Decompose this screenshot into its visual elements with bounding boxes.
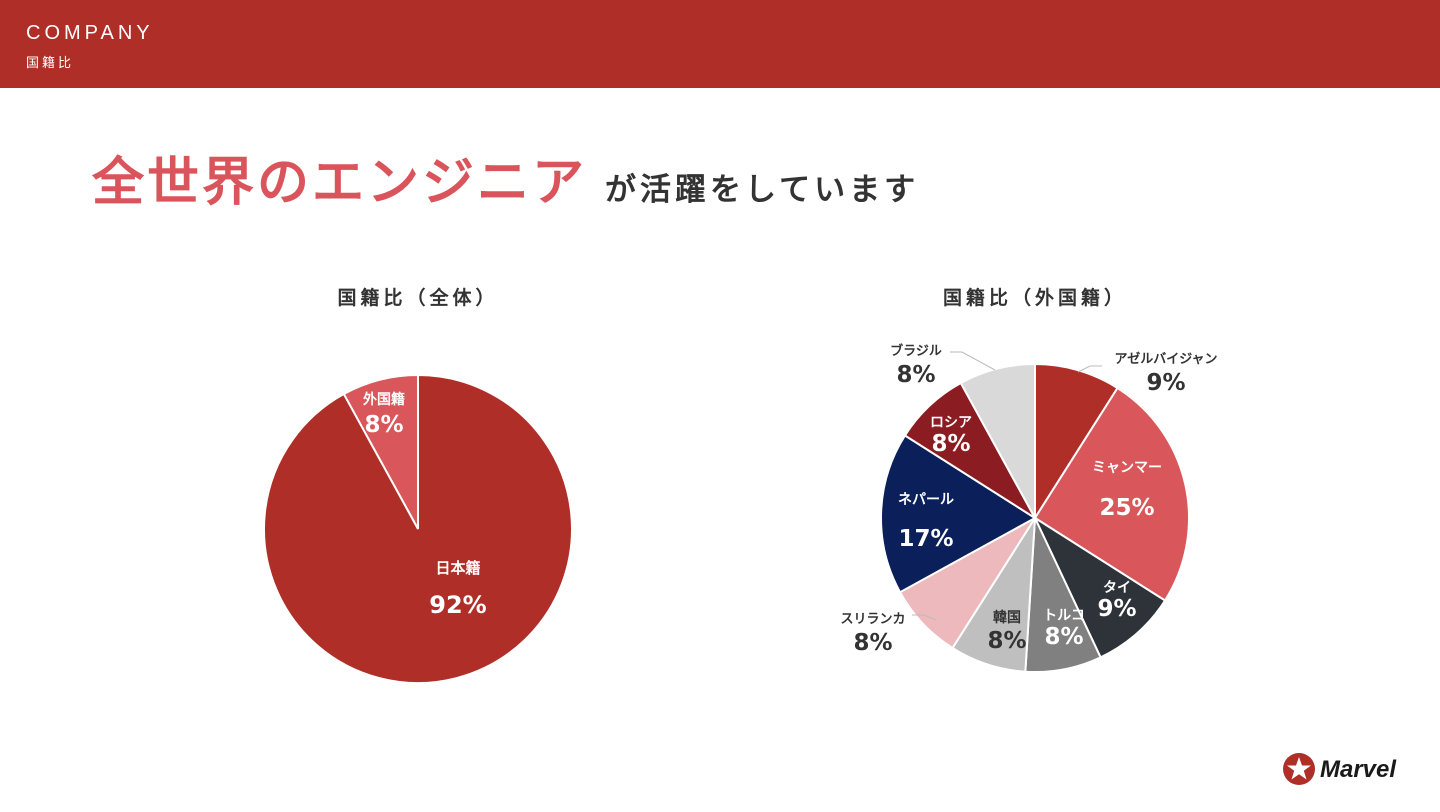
foreign-leader-line-5 (912, 614, 937, 621)
headline-rest: が活躍をしています (605, 172, 920, 208)
chart-title-foreign: 国籍比（外国籍） (942, 287, 1127, 309)
header-bar: COMPANY 国籍比 (0, 0, 1440, 88)
overall-label-1: 日本籍 (435, 559, 480, 577)
foreign-slice-1 (1033, 386, 1190, 602)
foreign-slice-8 (959, 362, 1036, 519)
chart-title-overall: 国籍比（全体） (337, 287, 499, 309)
foreign-slice-6 (880, 434, 1037, 594)
foreign-label-8: ブラジル (890, 343, 942, 359)
foreign-value-2: 9% (1097, 596, 1136, 622)
foreign-label-1: ミャンマー (1092, 460, 1162, 476)
foreign-label-0: アゼルバイジャン (1114, 351, 1217, 367)
section-subtitle: 国籍比 (26, 56, 75, 71)
foreign-value-7: 8% (931, 431, 970, 457)
foreign-slice-0 (1034, 362, 1119, 522)
foreign-value-1: 25% (1099, 495, 1154, 521)
overall-label-0: 外国籍 (363, 391, 405, 408)
foreign-value-3: 8% (1044, 624, 1083, 650)
overall-slice-1 (263, 373, 573, 684)
foreign-value-6: 17% (898, 526, 953, 552)
foreign-slice-2 (1032, 515, 1167, 659)
foreign-label-2: タイ (1103, 580, 1131, 596)
foreign-label-3: トルコ (1043, 608, 1085, 624)
overall-value-1: 92% (429, 591, 486, 619)
foreign-label-6: ネパール (898, 492, 954, 508)
foreign-value-8: 8% (896, 362, 935, 388)
foreign-label-7: ロシア (930, 415, 972, 431)
logo-text: Marvel (1320, 756, 1397, 783)
foreign-value-0: 9% (1146, 370, 1185, 396)
foreign-value-4: 8% (987, 628, 1026, 654)
headline-accent: 全世界のエンジニア (92, 153, 588, 213)
page-headline: 全世界のエンジニア が活躍をしています (92, 140, 919, 215)
foreign-label-5: スリランカ (840, 612, 905, 627)
foreign-value-5: 8% (853, 630, 892, 656)
foreign-label-4: 韓国 (993, 609, 1021, 626)
foreign-leader-line-8 (950, 351, 996, 371)
star-icon (1283, 753, 1315, 785)
brand-label: COMPANY (26, 22, 154, 44)
marvel-logo: Marvel (1282, 752, 1422, 792)
overall-value-0: 8% (364, 412, 403, 438)
foreign-leader-line-0 (1077, 365, 1102, 373)
